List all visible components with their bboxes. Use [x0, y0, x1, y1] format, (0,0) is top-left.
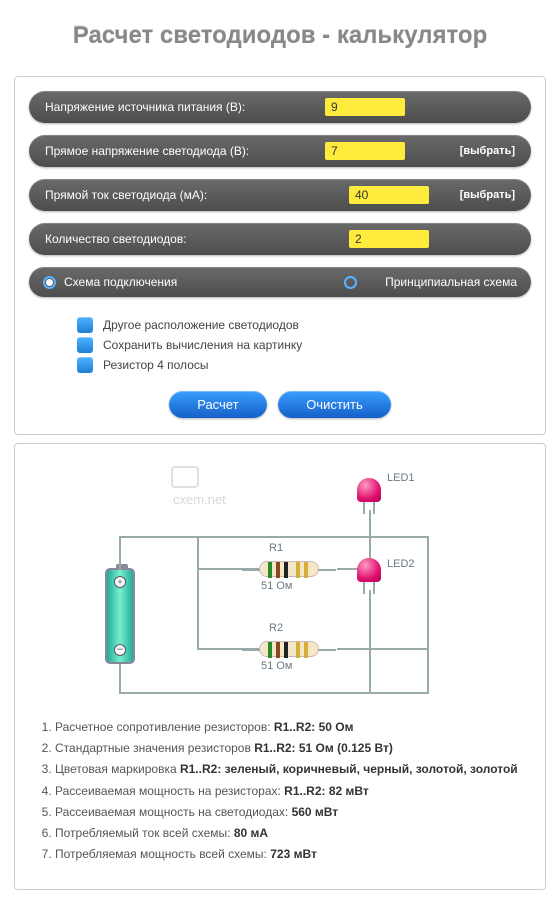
result-item: Потребляемая мощность всей схемы: 723 мВ…: [55, 846, 525, 862]
radio-principal-label: Принципиальная схема: [385, 275, 517, 289]
checkbox-save-image-label: Сохранить вычисления на картинку: [103, 338, 302, 352]
result-item: Расчетное сопротивление резисторов: R1..…: [55, 719, 525, 735]
radio-connection-scheme[interactable]: [43, 276, 56, 289]
current-label: Прямой ток светодиода (мА):: [45, 188, 325, 202]
button-row: Расчет Очистить: [29, 387, 531, 422]
supply-input[interactable]: [325, 98, 405, 116]
result-item: Цветовая маркировка R1..R2: зеленый, кор…: [55, 761, 525, 777]
row-supply: Напряжение источника питания (В):: [29, 91, 531, 123]
led2-icon: [357, 558, 381, 582]
watermark-text: cxem.net: [173, 492, 226, 507]
resistor-r2: [259, 641, 319, 657]
battery-icon: +–: [105, 568, 135, 664]
checkbox-other-layout[interactable]: [77, 317, 93, 333]
count-input[interactable]: [349, 230, 429, 248]
result-item: Потребляемый ток всей схемы: 80 мА: [55, 825, 525, 841]
r1-name: R1: [269, 542, 283, 554]
vf-choose-link[interactable]: [выбрать]: [460, 145, 515, 157]
r2-value: 51 Ом: [261, 660, 292, 672]
checkbox-4band[interactable]: [77, 357, 93, 373]
r1-value: 51 Ом: [261, 580, 292, 592]
current-input[interactable]: [349, 186, 429, 204]
radio-principal-scheme[interactable]: [344, 276, 357, 289]
calculator-panel: Напряжение источника питания (В): Прямое…: [14, 76, 546, 435]
clear-button[interactable]: Очистить: [278, 391, 391, 418]
supply-label: Напряжение источника питания (В):: [45, 100, 325, 114]
row-vf: Прямое напряжение светодиода (В): [выбра…: [29, 135, 531, 167]
vf-input[interactable]: [325, 142, 405, 160]
checkbox-save-image[interactable]: [77, 337, 93, 353]
r2-name: R2: [269, 622, 283, 634]
calc-button[interactable]: Расчет: [169, 391, 266, 418]
result-item: Рассеиваемая мощность на светодиодах: 56…: [55, 804, 525, 820]
watermark-icon: [171, 466, 199, 488]
result-item: Стандартные значения резисторов R1..R2: …: [55, 740, 525, 756]
checkbox-other-layout-label: Другое расположение светодиодов: [103, 318, 299, 332]
vf-label: Прямое напряжение светодиода (В):: [45, 144, 325, 158]
circuit-diagram: cxem.net +– R1 51 Ом LED1 R2 51 Ом: [29, 458, 531, 708]
radio-connection-label: Схема подключения: [64, 275, 177, 289]
results-list: Расчетное сопротивление резисторов: R1..…: [29, 708, 531, 877]
row-current: Прямой ток светодиода (мА): [выбрать]: [29, 179, 531, 211]
led2-label: LED2: [387, 558, 415, 570]
result-panel: cxem.net +– R1 51 Ом LED1 R2 51 Ом: [14, 443, 546, 890]
current-choose-link[interactable]: [выбрать]: [460, 189, 515, 201]
result-item: Рассеиваемая мощность на резисторах: R1.…: [55, 783, 525, 799]
page-title: Расчет светодиодов - калькулятор: [0, 0, 560, 68]
row-count: Количество светодиодов:: [29, 223, 531, 255]
resistor-r1: [259, 561, 319, 577]
count-label: Количество светодиодов:: [45, 232, 325, 246]
options-block: Другое расположение светодиодов Сохранит…: [29, 311, 531, 387]
led1-icon: [357, 478, 381, 502]
led1-label: LED1: [387, 472, 415, 484]
scheme-selector: Схема подключения Принципиальная схема: [29, 267, 531, 297]
checkbox-4band-label: Резистор 4 полосы: [103, 358, 209, 372]
